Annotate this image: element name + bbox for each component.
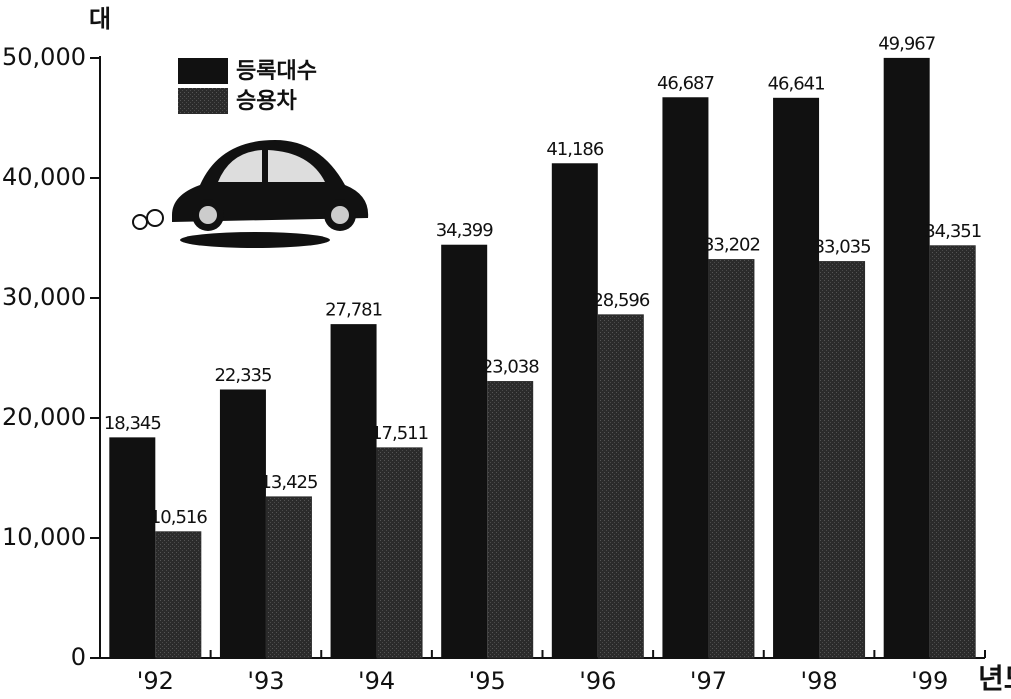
bar <box>330 324 377 659</box>
bar <box>708 259 755 659</box>
x-axis-label: 년도 <box>978 662 1011 695</box>
y-tick-label: 0 <box>71 643 86 671</box>
value-label: 49,967 <box>878 33 935 54</box>
y-tick-label: 50,000 <box>2 43 86 71</box>
x-tick-label: '97 <box>690 667 727 695</box>
value-label: 41,186 <box>546 139 604 160</box>
value-label: 17,511 <box>371 423 428 444</box>
value-label: 33,202 <box>703 235 760 256</box>
x-tick-label: '96 <box>579 667 616 695</box>
bar <box>551 163 598 659</box>
bar <box>487 381 534 659</box>
legend-label: 승용차 <box>236 89 297 114</box>
value-label: 33,035 <box>814 237 871 258</box>
value-label: 28,596 <box>592 290 650 311</box>
y-tick-label: 30,000 <box>2 283 86 311</box>
value-label: 23,038 <box>482 357 540 378</box>
y-tick-label: 20,000 <box>2 403 86 431</box>
y-tick-label: 10,000 <box>2 523 86 551</box>
value-label: 46,687 <box>657 73 714 94</box>
car-illustration <box>132 140 369 248</box>
bar <box>819 261 866 659</box>
x-tick-label: '95 <box>469 667 506 695</box>
y-tick-label: 40,000 <box>2 163 86 191</box>
bar <box>441 244 488 659</box>
x-tick-label: '92 <box>137 667 174 695</box>
value-label: 27,781 <box>325 300 382 321</box>
x-tick-label: '93 <box>247 667 284 695</box>
bar <box>929 245 976 659</box>
legend-swatch <box>178 88 228 114</box>
bar <box>883 57 930 659</box>
x-tick-label: '98 <box>800 667 837 695</box>
value-label: 13,425 <box>260 472 317 493</box>
value-label: 18,345 <box>104 413 161 434</box>
bar <box>109 437 156 659</box>
legend-swatch <box>178 58 228 84</box>
bar <box>597 314 644 659</box>
y-axis-label: 대 <box>89 5 111 33</box>
x-tick-label: '94 <box>358 667 395 695</box>
bar <box>773 97 820 659</box>
value-label: 46,641 <box>768 73 825 94</box>
value-label: 10,516 <box>150 507 208 528</box>
value-label: 34,399 <box>436 220 494 241</box>
bar <box>219 389 266 659</box>
bar <box>662 97 709 659</box>
bar <box>376 447 423 659</box>
value-label: 22,335 <box>214 365 271 386</box>
bar <box>155 531 202 659</box>
bar <box>265 496 312 659</box>
value-label: 34,351 <box>924 221 981 242</box>
legend-label: 등록대수 <box>236 59 317 84</box>
x-tick-label: '99 <box>911 667 948 695</box>
